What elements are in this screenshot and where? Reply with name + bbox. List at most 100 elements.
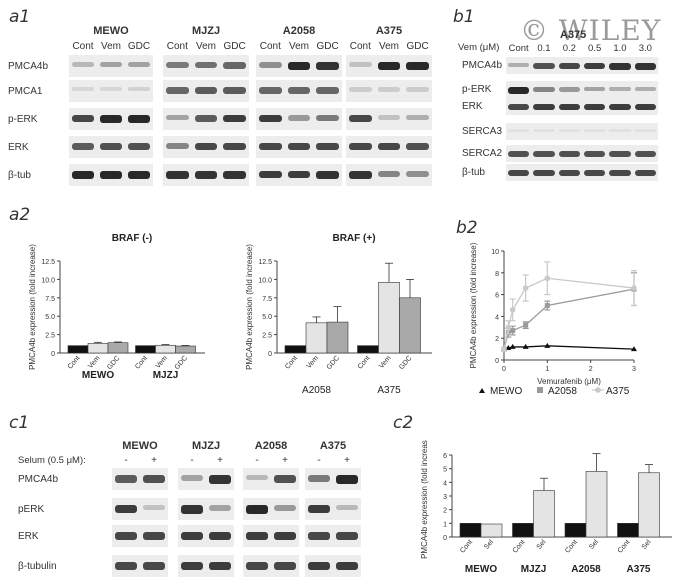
blot-band (246, 475, 268, 481)
bar (284, 345, 307, 354)
blot-band (181, 475, 203, 481)
blot-band (209, 505, 231, 511)
legend-marker (479, 388, 485, 393)
blot-band (259, 62, 282, 68)
cell-line-label: A2058 (282, 25, 316, 37)
protein-label: p-ERK (8, 114, 38, 125)
data-point (523, 322, 529, 328)
group-label: MJZJ (521, 564, 547, 575)
blot-band (406, 143, 429, 150)
blot-strip (178, 468, 234, 490)
condition-label: GDC (316, 41, 339, 52)
condition-label: Vem (100, 41, 121, 52)
treatment-sign: + (151, 455, 157, 466)
data-point (544, 303, 550, 308)
condition-label: Cont (72, 41, 94, 52)
blot-band (209, 532, 231, 541)
blot-band (308, 475, 330, 482)
legend-label: A375 (606, 386, 630, 397)
blot-band (287, 115, 311, 121)
blot-band (377, 87, 401, 92)
blot-band (609, 129, 631, 133)
blot-band (143, 532, 165, 540)
panel-label-a1: a1 (9, 7, 31, 27)
blot-band (194, 62, 218, 69)
blot-band (336, 475, 358, 484)
blot-band (316, 87, 339, 94)
blot-band (143, 562, 165, 570)
blot-band (194, 87, 218, 94)
blot-band (72, 87, 94, 92)
bar (459, 523, 482, 538)
data-point (522, 285, 529, 291)
y-tick-label: 10.0 (258, 277, 272, 284)
blot-band (115, 562, 137, 570)
blot-band (508, 87, 530, 94)
data-point (631, 346, 637, 352)
blot-band (166, 87, 189, 94)
blot-band (634, 170, 656, 177)
blot-strip (506, 57, 658, 74)
bar (107, 342, 129, 354)
category-label: Cont (67, 355, 82, 371)
bar (638, 472, 660, 538)
bar (135, 345, 156, 354)
bar (617, 523, 639, 538)
blot-band (259, 87, 282, 94)
blot-band (100, 87, 122, 92)
blot-band (274, 562, 296, 570)
protein-label: SERCA3 (462, 126, 503, 137)
condition-label: GDC (406, 41, 429, 52)
dose-label: 0.5 (588, 43, 602, 54)
blot-band (609, 170, 631, 177)
bar (585, 471, 608, 538)
condition-label: GDC (223, 41, 246, 52)
blot-strip (506, 81, 658, 98)
panel-label-c1: c1 (9, 413, 30, 433)
b1-cell-line: A375 (560, 29, 587, 41)
condition-label: Cont (166, 41, 188, 52)
blot-band (533, 87, 555, 92)
blot-band (316, 143, 339, 151)
chart-a2-braf-positive: 0 2.5 5.0 7.5 10.0 12.5 PMCA4b expression (fol… (245, 233, 432, 396)
blot-band (609, 104, 631, 111)
chart-b2-dose-response: 0 2 4 6 8 10 0 1 2 3 Vemurafenib (μM) PMCA4b expres… (469, 242, 637, 397)
bar (533, 490, 555, 538)
condition-label: Cont (259, 41, 281, 52)
y-tick-label: 2.5 (45, 333, 55, 340)
y-tick-label: 7.5 (262, 296, 272, 303)
blot-band (336, 562, 358, 571)
wiley-watermark: © WILEY (520, 14, 662, 47)
protein-label: PMCA4b (18, 474, 59, 485)
blot-band (115, 475, 137, 483)
blot-band (194, 171, 218, 179)
y-axis-label: PMCA4b expression (fold increase) (28, 244, 37, 370)
blot-strip (243, 468, 299, 490)
chart-title: BRAF (+) (332, 233, 375, 244)
condition-label: Vem (288, 41, 309, 52)
blot-strip (178, 498, 234, 520)
blot-band (634, 151, 656, 157)
blot-band (406, 115, 429, 121)
y-tick-label: 3 (443, 494, 447, 501)
blot-band (128, 171, 150, 179)
blot-band (259, 171, 282, 179)
blot-band (558, 63, 580, 70)
treatment-sign: - (255, 455, 259, 466)
y-tick-label: 7.5 (45, 296, 55, 303)
blot-band (634, 63, 656, 70)
y-tick-label: 0 (51, 351, 55, 358)
category-label: Cont (134, 355, 149, 371)
blot-strip (178, 525, 234, 547)
blot-band (181, 505, 203, 514)
blot-band (406, 87, 429, 92)
protein-label: ERK (8, 142, 29, 153)
protein-label: SERCA2 (462, 148, 503, 159)
bar (480, 523, 503, 538)
category-label: GDC (398, 355, 413, 371)
y-tick-label: 6 (443, 453, 447, 460)
panel-label-b1: b1 (453, 7, 475, 27)
bar (67, 345, 89, 354)
blot-band (274, 532, 296, 541)
